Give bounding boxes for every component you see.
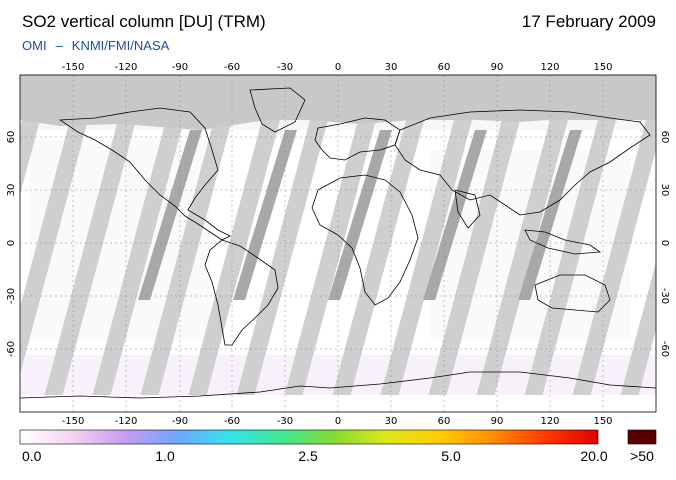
lon-tick-bottom: 150	[593, 416, 612, 427]
lat-tick-left: 0	[6, 240, 17, 246]
indonesia	[524, 229, 602, 255]
lon-tick-bottom: 30	[385, 416, 398, 427]
lon-tick-top: 60	[438, 62, 451, 73]
colorbar-label: 20.0	[580, 448, 608, 464]
lon-tick-bottom: -30	[277, 416, 293, 427]
lon-tick-top: 120	[540, 62, 559, 73]
lon-tick-bottom: 90	[491, 416, 504, 427]
lon-tick-top: -120	[115, 62, 138, 73]
credit-instrument: OMI	[22, 38, 47, 53]
colorbar-label: 0.0	[22, 448, 42, 464]
north-america	[58, 107, 231, 241]
lon-tick-top: 30	[385, 62, 398, 73]
lon-tick-top: 90	[491, 62, 504, 73]
credit-line: OMI – KNMI/FMI/NASA	[22, 38, 169, 53]
lat-tick-left: -30	[6, 288, 17, 304]
lon-tick-bottom: -150	[62, 416, 85, 427]
colorbar-label: 2.5	[298, 448, 318, 464]
lon-tick-bottom: -60	[224, 416, 240, 427]
lat-tick-right: -30	[659, 288, 670, 304]
lon-tick-bottom: 60	[438, 416, 451, 427]
australia	[534, 274, 611, 313]
colorbar-label: 1.0	[155, 448, 175, 464]
lat-axis-right: 60 30 0 -30 -60	[659, 131, 670, 358]
lon-tick-top: 0	[335, 62, 341, 73]
lat-tick-left: -60	[6, 341, 17, 357]
antarctic-white	[20, 395, 656, 412]
colorbar-label: >50	[630, 448, 654, 464]
map-frame	[19, 74, 657, 413]
lat-axis-left: 60 30 0 -30 -60	[6, 131, 17, 358]
colorbar-overflow-swatch	[627, 429, 657, 445]
south-america	[204, 239, 279, 346]
europe	[314, 117, 401, 161]
lon-tick-top: 150	[593, 62, 612, 73]
lon-tick-top: -30	[277, 62, 293, 73]
lon-tick-top: -150	[62, 62, 85, 73]
lon-tick-bottom: 0	[335, 416, 341, 427]
credit-provider: KNMI/FMI/NASA	[71, 38, 170, 53]
lat-tick-right: -60	[659, 341, 670, 357]
india	[454, 189, 481, 229]
africa	[311, 174, 419, 306]
asia	[394, 109, 651, 216]
lon-tick-top: -90	[172, 62, 188, 73]
no-data-swaths	[20, 75, 656, 412]
lon-axis-top: -150 -120 -90 -60 -30 0 30 60 90 120 150	[62, 62, 613, 73]
lat-tick-right: 60	[659, 131, 670, 144]
lat-tick-right: 30	[659, 184, 670, 197]
coastlines	[20, 87, 656, 399]
lon-tick-top: -60	[224, 62, 240, 73]
lat-tick-left: 30	[6, 184, 17, 197]
lon-tick-bottom: 120	[540, 416, 559, 427]
lon-tick-bottom: -90	[172, 416, 188, 427]
colorbar-gradient	[19, 429, 599, 445]
credit-separator: –	[55, 38, 63, 53]
map-date: 17 February 2009	[521, 12, 656, 31]
antarctica	[20, 371, 656, 399]
colorbar-label: 5.0	[441, 448, 461, 464]
lat-tick-right: 0	[659, 240, 670, 246]
lon-axis-bottom: -150 -120 -90 -60 -30 0 30 60 90 120 150	[62, 416, 613, 427]
map-title: SO2 vertical column [DU] (TRM)	[22, 12, 266, 31]
graticule	[20, 75, 656, 412]
lat-tick-left: 60	[6, 131, 17, 144]
lon-tick-bottom: -120	[115, 416, 138, 427]
